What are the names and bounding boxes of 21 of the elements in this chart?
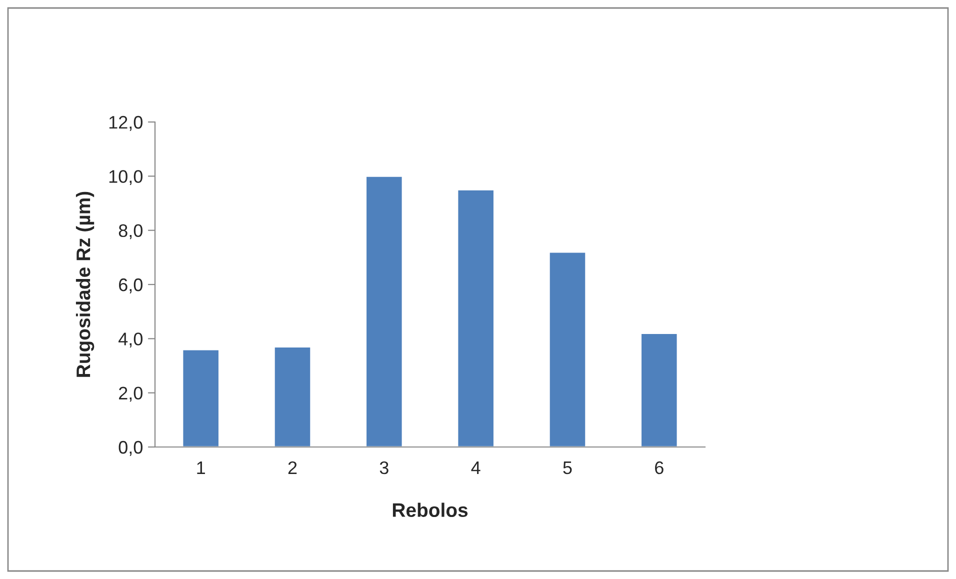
x-tick-label: 3 [380,461,388,474]
x-tick-label: 1 [197,462,205,474]
x-axis-title: Rebolos [392,502,468,518]
y-tick-label: 0,0 [118,440,142,456]
bar [456,189,495,447]
y-tick-label: 6,0 [119,278,142,294]
x-tick-label: 6 [655,461,664,474]
bar [273,346,312,447]
y-tick-label: 8,0 [118,224,142,240]
x-tick-label: 5 [563,462,572,474]
bar [182,348,220,447]
bar [365,175,404,447]
y-tick-label: 10,0 [109,170,142,186]
bar [548,251,587,447]
y-tick-label: 2,0 [119,386,142,402]
y-tick-label: 12,0 [109,116,142,131]
x-tick-label: 4 [471,462,480,474]
bar [640,332,678,447]
y-axis-title: Rugosidade Rz (µm) [76,192,94,377]
x-tick-label: 2 [288,461,297,474]
y-tick-label: 4,0 [118,332,142,348]
